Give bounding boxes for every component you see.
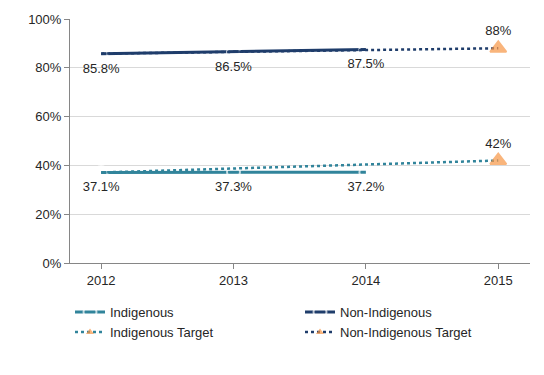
svg-text:40%: 40% <box>35 158 61 173</box>
svg-text:37.3%: 37.3% <box>215 179 252 194</box>
svg-text:0%: 0% <box>43 256 62 271</box>
svg-text:Non-Indigenous Target: Non-Indigenous Target <box>340 325 472 340</box>
svg-text:2014: 2014 <box>351 273 380 288</box>
svg-text:87.5%: 87.5% <box>347 56 384 71</box>
svg-text:20%: 20% <box>35 207 61 222</box>
svg-text:80%: 80% <box>35 60 61 75</box>
svg-text:Non-Indigenous: Non-Indigenous <box>340 305 432 320</box>
svg-text:37.1%: 37.1% <box>83 179 120 194</box>
svg-text:88%: 88% <box>485 23 511 38</box>
svg-text:Indigenous Target: Indigenous Target <box>110 325 214 340</box>
svg-text:100%: 100% <box>28 12 62 27</box>
svg-text:37.2%: 37.2% <box>347 179 384 194</box>
svg-text:2015: 2015 <box>484 273 513 288</box>
svg-text:60%: 60% <box>35 109 61 124</box>
svg-text:86.5%: 86.5% <box>215 59 252 74</box>
svg-text:2013: 2013 <box>219 273 248 288</box>
svg-text:85.8%: 85.8% <box>83 61 120 76</box>
svg-text:2012: 2012 <box>87 273 116 288</box>
svg-text:Indigenous: Indigenous <box>110 305 174 320</box>
svg-text:42%: 42% <box>485 136 511 151</box>
